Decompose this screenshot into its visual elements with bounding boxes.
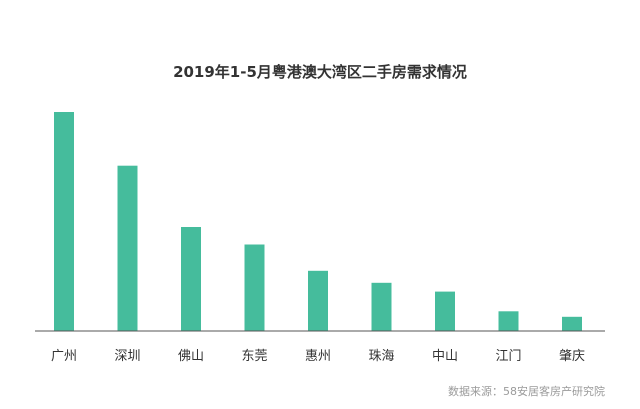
bars-group [54,112,582,331]
x-tick-label: 中山 [432,349,458,364]
bar-9 [562,316,582,331]
bar-6 [371,282,392,331]
bar-8 [498,311,519,331]
x-tick-label: 深圳 [114,349,140,364]
x-tick-label: 佛山 [178,349,204,364]
bar-4 [244,244,265,331]
x-tick-label: 广州 [51,349,77,364]
bar-3 [181,227,201,331]
x-tick-label: 珠海 [368,349,394,364]
x-tick-labels: 广州 深圳 佛山 东莞 惠州 珠海 中山 江门 肇庆 [51,349,585,364]
x-tick-label: 江门 [495,349,521,364]
bar-1 [54,112,74,331]
bar-7 [435,291,455,331]
bar-5 [308,270,328,331]
x-tick-label: 东莞 [241,349,267,364]
x-tick-label: 惠州 [305,349,331,364]
x-tick-label: 肇庆 [559,349,585,364]
chart-title: 2019年1-5月粤港澳大湾区二手房需求情况 [173,63,467,81]
source-note: 数据来源：58安居客房产研究院 [448,384,605,398]
bar-2 [117,165,138,331]
